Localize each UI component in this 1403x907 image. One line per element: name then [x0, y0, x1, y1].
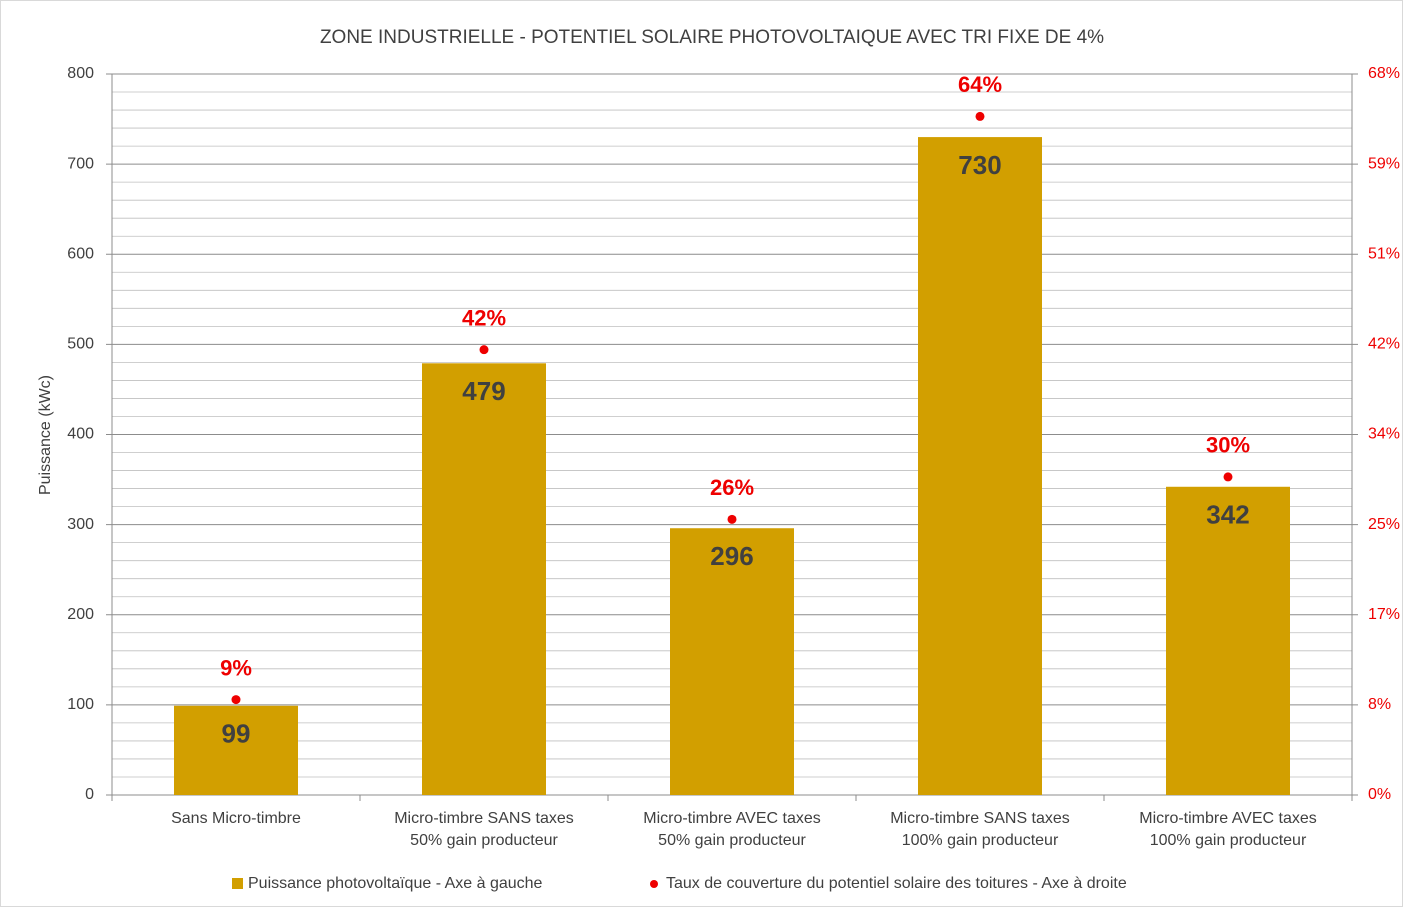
y-tick-label: 0 — [85, 786, 94, 803]
point — [975, 111, 985, 121]
y-tick-label: 400 — [67, 426, 94, 443]
bar-value-label: 479 — [462, 376, 505, 406]
bar — [918, 137, 1042, 795]
y2-tick-label: 59% — [1368, 155, 1400, 172]
y2-tick-label: 51% — [1368, 245, 1400, 262]
bar-value-label: 99 — [222, 719, 251, 749]
point-value-label: 30% — [1206, 433, 1250, 458]
y-tick-label: 300 — [67, 516, 94, 533]
y2-tick-label: 68% — [1368, 65, 1400, 82]
legend-label: Taux de couverture du potentiel solaire … — [666, 875, 1127, 892]
y2-tick-label: 8% — [1368, 696, 1391, 713]
legend-label: Puissance photovoltaïque - Axe à gauche — [248, 875, 543, 892]
point — [727, 514, 737, 524]
x-tick-label: Sans Micro-timbre — [171, 810, 301, 827]
y-tick-label: 600 — [67, 245, 94, 262]
bar-value-label: 730 — [958, 150, 1001, 180]
x-tick-label: Micro-timbre SANS taxes 100% gain produc… — [890, 810, 1070, 849]
point — [479, 345, 489, 355]
point — [1223, 472, 1233, 482]
point-value-label: 64% — [958, 72, 1002, 97]
chart-title: ZONE INDUSTRIELLE - POTENTIEL SOLAIRE PH… — [320, 27, 1104, 48]
bar — [670, 528, 794, 795]
point-value-label: 26% — [710, 475, 754, 500]
y-tick-label: 700 — [67, 155, 94, 172]
y-axis-label: Puissance (kWc) — [37, 375, 54, 495]
y-tick-label: 200 — [67, 606, 94, 623]
y2-tick-label: 42% — [1368, 336, 1400, 353]
bar — [422, 363, 546, 795]
legend-swatch — [650, 880, 658, 888]
legend-swatch — [232, 878, 243, 889]
point-value-label: 42% — [462, 305, 506, 330]
bar — [174, 705, 298, 795]
y2-tick-label: 17% — [1368, 606, 1400, 623]
x-tick-label: Micro-timbre SANS taxes 50% gain product… — [394, 810, 574, 849]
y-tick-label: 100 — [67, 696, 94, 713]
x-tick-label: Micro-timbre AVEC taxes 100% gain produc… — [1139, 810, 1317, 849]
y-tick-label: 800 — [67, 65, 94, 82]
y2-tick-label: 0% — [1368, 786, 1391, 803]
bar-value-label: 342 — [1206, 500, 1249, 530]
y2-tick-label: 25% — [1368, 516, 1400, 533]
x-tick-label: Micro-timbre AVEC taxes 50% gain product… — [643, 810, 821, 849]
bar — [1166, 486, 1290, 795]
y-tick-label: 500 — [67, 336, 94, 353]
point — [231, 695, 241, 705]
y2-tick-label: 34% — [1368, 426, 1400, 443]
bar-value-label: 296 — [710, 541, 753, 571]
point-value-label: 9% — [220, 655, 252, 680]
